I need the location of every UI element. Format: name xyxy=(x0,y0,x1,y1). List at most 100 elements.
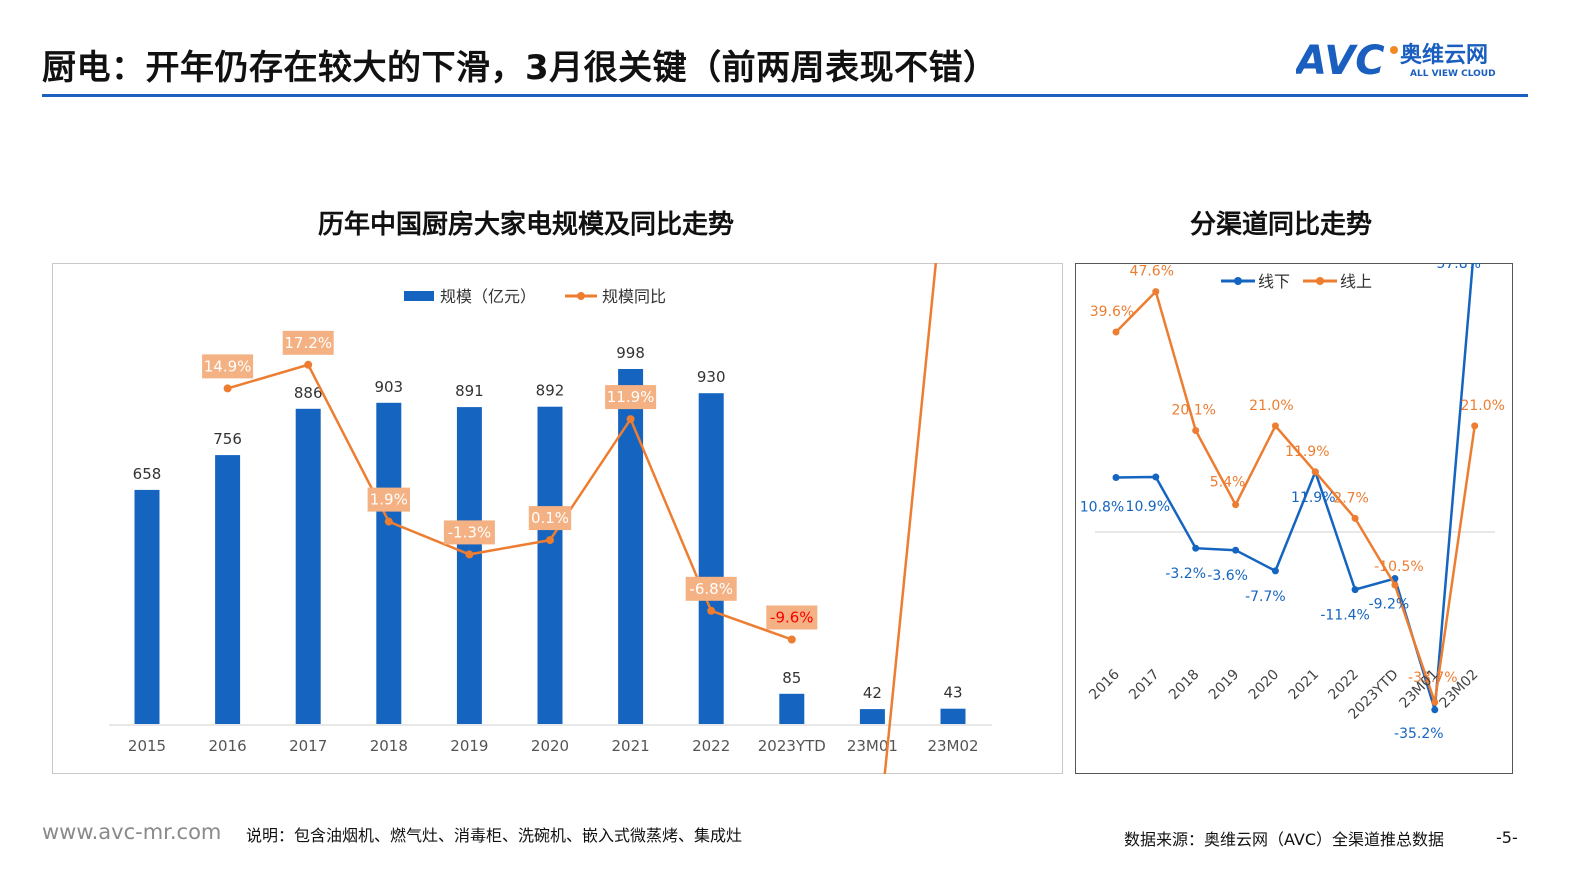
bar-label-2015: 658 xyxy=(133,465,162,483)
yoy-label-box-2016 xyxy=(202,354,254,379)
x-tick-2018: 2018 xyxy=(1166,667,1203,704)
bar-2015 xyxy=(134,489,160,724)
offline-point-2022 xyxy=(1351,586,1359,594)
online-point-2020 xyxy=(1271,422,1279,430)
title-divider xyxy=(42,94,1528,97)
online-point-23M02 xyxy=(1471,422,1479,430)
channel-yoy-line-chart: 线下 线上 10.8% 10.9% -3.2% -3.6% -7.7% 11.9% -11.… xyxy=(1080,263,1505,742)
bar-label-2020: 892 xyxy=(536,382,565,400)
offline-label-2016: 10.8% xyxy=(1080,500,1124,516)
bar-2022 xyxy=(698,393,724,724)
bar-23M02 xyxy=(940,708,966,724)
logo-cn-text: 奥维云网 xyxy=(1400,42,1488,68)
logo-en-text: ALL VIEW CLOUD xyxy=(1410,69,1496,79)
bar-label-2021: 998 xyxy=(616,344,645,362)
bar-2021 xyxy=(618,369,644,724)
yoy-line-monthly xyxy=(883,263,938,774)
yoy-point-2016 xyxy=(223,384,232,393)
yoy-label-2021: 11.9% xyxy=(607,388,655,406)
yoy-point-2020 xyxy=(546,536,554,545)
x-tick-2016: 2016 xyxy=(1086,666,1123,703)
online-point-2016 xyxy=(1112,328,1120,336)
page-number: -5- xyxy=(1496,828,1518,847)
online-point-2017 xyxy=(1152,288,1160,296)
offline-label-23M02: 57.8% xyxy=(1436,263,1480,272)
yoy-point-2019 xyxy=(465,550,474,559)
online-point-2021 xyxy=(1311,468,1319,476)
offline-label-2022: -11.4% xyxy=(1320,608,1370,624)
yoy-label-box-2020 xyxy=(528,506,572,531)
chart1-title: 历年中国厨房大家电规模及同比走势 xyxy=(318,210,735,240)
footer-site-url: www.avc-mr.com xyxy=(42,820,222,844)
x-tick-2023YTD: 2023YTD xyxy=(758,737,826,755)
bar-2018 xyxy=(376,402,402,724)
legend-line-marker xyxy=(577,292,585,300)
bar-label-23M02: 43 xyxy=(943,684,962,702)
yoy-label-box-2021 xyxy=(605,385,657,410)
x-tick-2021: 2021 xyxy=(612,737,650,755)
bar-2023YTD xyxy=(779,693,805,724)
yoy-point-2017 xyxy=(304,360,313,369)
offline-point-2020 xyxy=(1271,567,1279,575)
online-label-2021: 11.9% xyxy=(1285,444,1329,460)
offline-label-23M01: -35.2% xyxy=(1394,726,1444,742)
online-label-2018: 20.1% xyxy=(1171,403,1215,419)
online-label-2022: 2.7% xyxy=(1333,490,1369,506)
chart1-panel xyxy=(52,263,1063,774)
bar-23M01 xyxy=(859,709,885,724)
offline-label-2018: -3.2% xyxy=(1165,566,1206,582)
bar-2016 xyxy=(215,455,241,724)
x-tick-2017: 2017 xyxy=(289,737,327,755)
online-label-2020: 21.0% xyxy=(1249,398,1293,414)
yoy-point-2023YTD xyxy=(787,635,796,644)
online-label-2016: 39.6% xyxy=(1090,304,1134,320)
chart1-legend: 规模（亿元） 规模同比 xyxy=(404,287,666,306)
bar-label-2017: 886 xyxy=(294,384,323,402)
x-tick-2021: 2021 xyxy=(1286,667,1323,704)
bar-2020 xyxy=(537,406,563,724)
yoy-label-2017: 17.2% xyxy=(284,334,332,352)
legend-line-label: 规模同比 xyxy=(602,287,666,306)
yoy-label-box-2023YTD xyxy=(766,605,818,630)
logo-mark-text: AVC xyxy=(1296,38,1385,82)
online-point-23M01 xyxy=(1431,698,1439,706)
offline-point-2018 xyxy=(1192,544,1200,552)
x-tick-2018: 2018 xyxy=(370,737,408,755)
offline-label-2021: 11.9% xyxy=(1291,490,1335,506)
yoy-label-box-2019 xyxy=(443,520,495,545)
offline-label-2023YTD: -9.2% xyxy=(1369,597,1410,613)
legend-online-label: 线上 xyxy=(1340,272,1372,291)
avc-logo: AVC 奥维云网 ALL VIEW CLOUD xyxy=(1296,38,1496,82)
legend-offline-label: 线下 xyxy=(1258,272,1290,291)
legend-offline-marker xyxy=(1234,277,1242,285)
x-tick-2019: 2019 xyxy=(450,737,488,755)
bar-label-2018: 903 xyxy=(374,378,403,396)
x-tick-23M01: 23M01 xyxy=(847,737,898,755)
online-point-2023YTD xyxy=(1391,581,1399,589)
legend-online-marker xyxy=(1316,277,1324,285)
offline-line xyxy=(1115,263,1475,711)
yoy-label-2020: 0.1% xyxy=(531,509,569,527)
page-title: 厨电：开年仍存在较大的下滑，3月很关键（前两周表现不错） xyxy=(42,48,998,88)
offline-point-2016 xyxy=(1112,474,1120,481)
bar-label-2019: 891 xyxy=(455,382,484,400)
yoy-label-box-2018 xyxy=(367,487,410,512)
chart2-title: 分渠道同比走势 xyxy=(1190,210,1373,240)
x-tick-2017: 2017 xyxy=(1126,667,1163,704)
bar-label-2022: 930 xyxy=(697,368,726,386)
x-tick-2022: 2022 xyxy=(692,737,730,755)
online-label-2019: 5.4% xyxy=(1210,475,1246,491)
online-label-23M01: -33.7% xyxy=(1408,670,1458,686)
chart2-legend: 线下 线上 xyxy=(1221,272,1372,291)
offline-point-23M01 xyxy=(1431,706,1439,714)
online-label-2017: 47.6% xyxy=(1130,264,1174,280)
yoy-point-2018 xyxy=(384,517,393,526)
offline-label-2019: -3.6% xyxy=(1207,568,1248,584)
footer-source: 数据来源：奥维云网（AVC）全渠道推总数据 xyxy=(1124,830,1445,849)
legend-bar-swatch xyxy=(404,291,434,301)
online-label-23M02: 21.0% xyxy=(1460,398,1504,414)
x-tick-2015: 2015 xyxy=(128,737,166,755)
offline-label-2020: -7.7% xyxy=(1245,589,1286,605)
yoy-point-2021 xyxy=(626,415,635,424)
offline-point-2019 xyxy=(1232,546,1240,554)
